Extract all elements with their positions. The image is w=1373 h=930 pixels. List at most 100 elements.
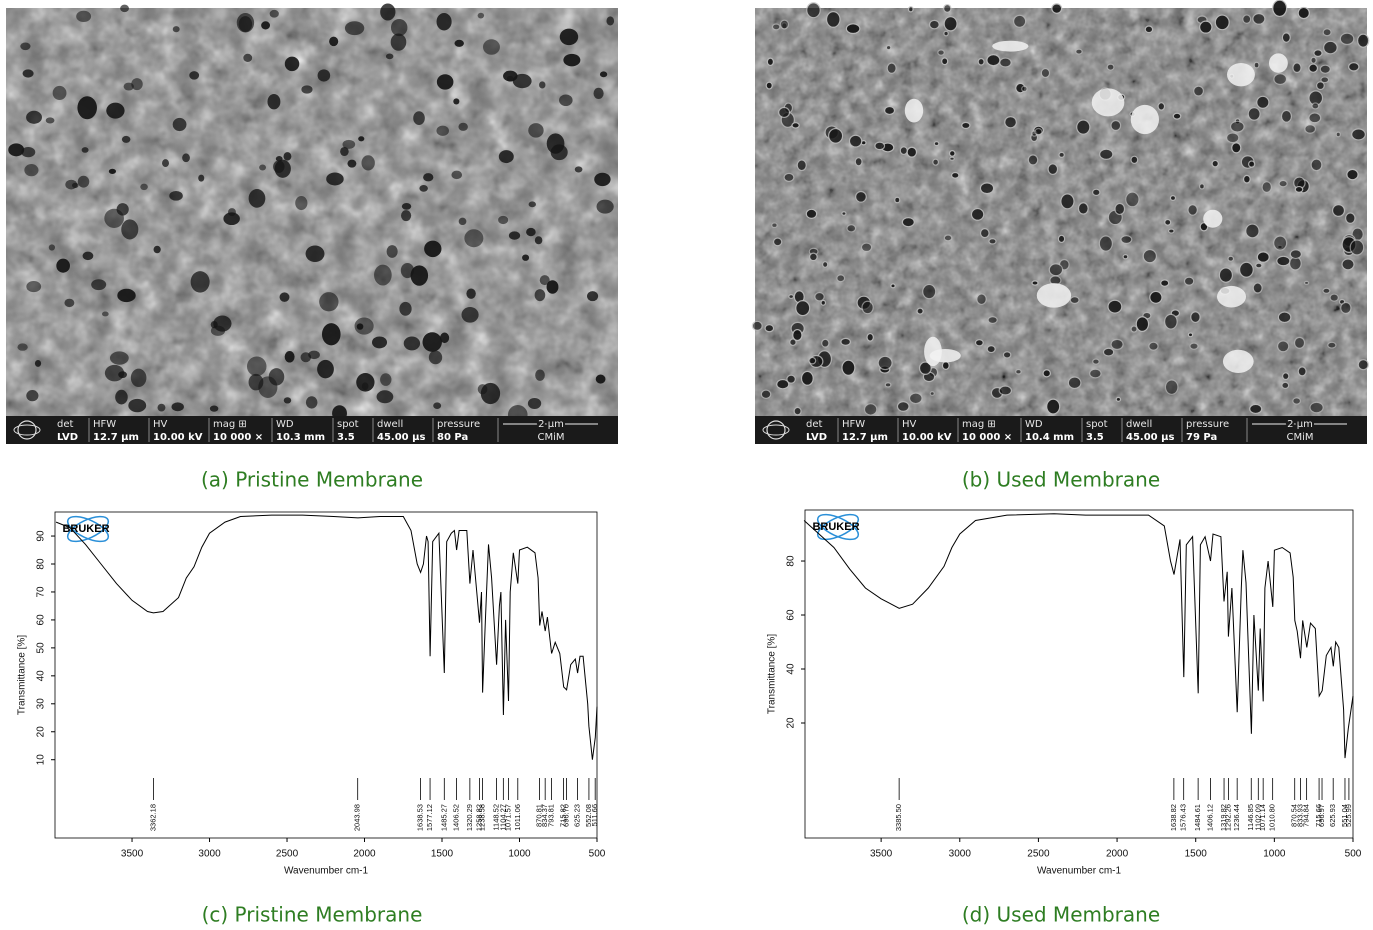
- pore: [102, 311, 109, 316]
- pore: [1048, 164, 1057, 175]
- pore: [797, 160, 806, 171]
- pore: [154, 246, 161, 253]
- y-tick-label: 20: [36, 726, 47, 738]
- pore: [35, 360, 41, 367]
- peak-label: 1576.43: [1179, 804, 1188, 831]
- pore: [952, 172, 959, 178]
- pore: [1200, 21, 1212, 33]
- pore: [453, 98, 459, 104]
- peak-label: 793.81: [546, 804, 555, 827]
- pore: [594, 173, 610, 186]
- pore: [109, 169, 116, 174]
- pore: [26, 281, 41, 292]
- x-tick-label: 1000: [508, 849, 531, 860]
- pore: [1059, 152, 1064, 157]
- pore: [1158, 103, 1164, 110]
- pore: [1274, 74, 1287, 85]
- pore: [910, 393, 923, 404]
- pore: [1126, 192, 1139, 207]
- pore: [1281, 110, 1291, 122]
- pore: [806, 209, 816, 218]
- pore: [606, 16, 614, 25]
- pore: [867, 334, 873, 342]
- sem-panel: detLVDHFW12.7 µmHV10.00 kVmag ⊞10 000 ×W…: [752, 0, 1368, 444]
- x-tick-label: 1000: [1263, 849, 1286, 860]
- pore: [1253, 283, 1262, 293]
- pore: [213, 315, 231, 331]
- pore: [767, 58, 773, 65]
- pore: [1304, 281, 1308, 284]
- caption: (b) Used Membrane: [962, 468, 1160, 492]
- pore: [1131, 326, 1137, 332]
- pore: [789, 295, 794, 299]
- pore: [1165, 220, 1171, 226]
- pore: [1173, 113, 1180, 119]
- pore: [1169, 229, 1175, 233]
- pore: [1232, 143, 1241, 153]
- peak-label: 1010.80: [1268, 804, 1277, 831]
- peak-label: 3385.50: [894, 804, 903, 831]
- pore: [815, 293, 824, 301]
- pore: [560, 29, 578, 46]
- pore: [809, 357, 816, 363]
- x-axis-label: Wavenumber cm-1: [1037, 866, 1122, 877]
- pore: [308, 351, 320, 360]
- pore: [284, 397, 291, 403]
- pore: [26, 390, 38, 401]
- pore: [829, 129, 843, 144]
- pore: [380, 4, 395, 21]
- pore: [422, 332, 441, 352]
- pore: [823, 262, 828, 268]
- peak-label: 1484.61: [1193, 804, 1202, 831]
- pore: [464, 229, 483, 247]
- peak-label: 2043.98: [353, 804, 362, 831]
- pore: [23, 69, 34, 77]
- bright-spot: [1227, 63, 1255, 86]
- y-tick-label: 60: [36, 614, 47, 626]
- field-label: dwell: [1126, 419, 1152, 430]
- pore: [774, 238, 782, 246]
- pore: [342, 140, 355, 149]
- field-label: det: [806, 419, 823, 430]
- field-label: dwell: [377, 419, 403, 430]
- field-label: WD: [276, 419, 294, 430]
- pore: [1231, 121, 1245, 132]
- pore: [1278, 312, 1290, 322]
- pore: [977, 294, 987, 305]
- pore: [280, 292, 290, 302]
- pore: [847, 225, 856, 232]
- pore: [105, 365, 124, 382]
- field-value: 3.5: [1086, 432, 1104, 443]
- pore: [1093, 189, 1100, 195]
- field-label: WD: [1025, 419, 1043, 430]
- x-tick-label: 2500: [276, 849, 299, 860]
- pore: [140, 184, 148, 190]
- pore: [559, 94, 573, 106]
- pore: [1077, 120, 1090, 134]
- pore: [223, 212, 239, 225]
- peak-label: 1406.52: [451, 804, 460, 831]
- pore: [1254, 62, 1259, 68]
- peak-label: 696.97: [1317, 804, 1326, 827]
- pore: [821, 300, 825, 305]
- pore: [1000, 58, 1012, 67]
- pore: [1049, 264, 1062, 276]
- field-label: pressure: [1186, 419, 1229, 430]
- pore: [64, 299, 74, 307]
- pore: [249, 189, 266, 208]
- x-tick-label: 3000: [198, 849, 221, 860]
- pore: [794, 407, 801, 414]
- pore: [451, 171, 462, 179]
- pore: [65, 180, 77, 190]
- y-tick-label: 60: [786, 609, 797, 621]
- pore: [1136, 317, 1148, 332]
- pore: [437, 13, 452, 30]
- pore: [1170, 196, 1175, 201]
- pore: [1342, 259, 1354, 270]
- pore: [1321, 77, 1329, 83]
- field-label: HV: [902, 419, 917, 430]
- plot-frame: [55, 512, 597, 838]
- pore: [391, 33, 407, 50]
- pore: [1290, 250, 1301, 259]
